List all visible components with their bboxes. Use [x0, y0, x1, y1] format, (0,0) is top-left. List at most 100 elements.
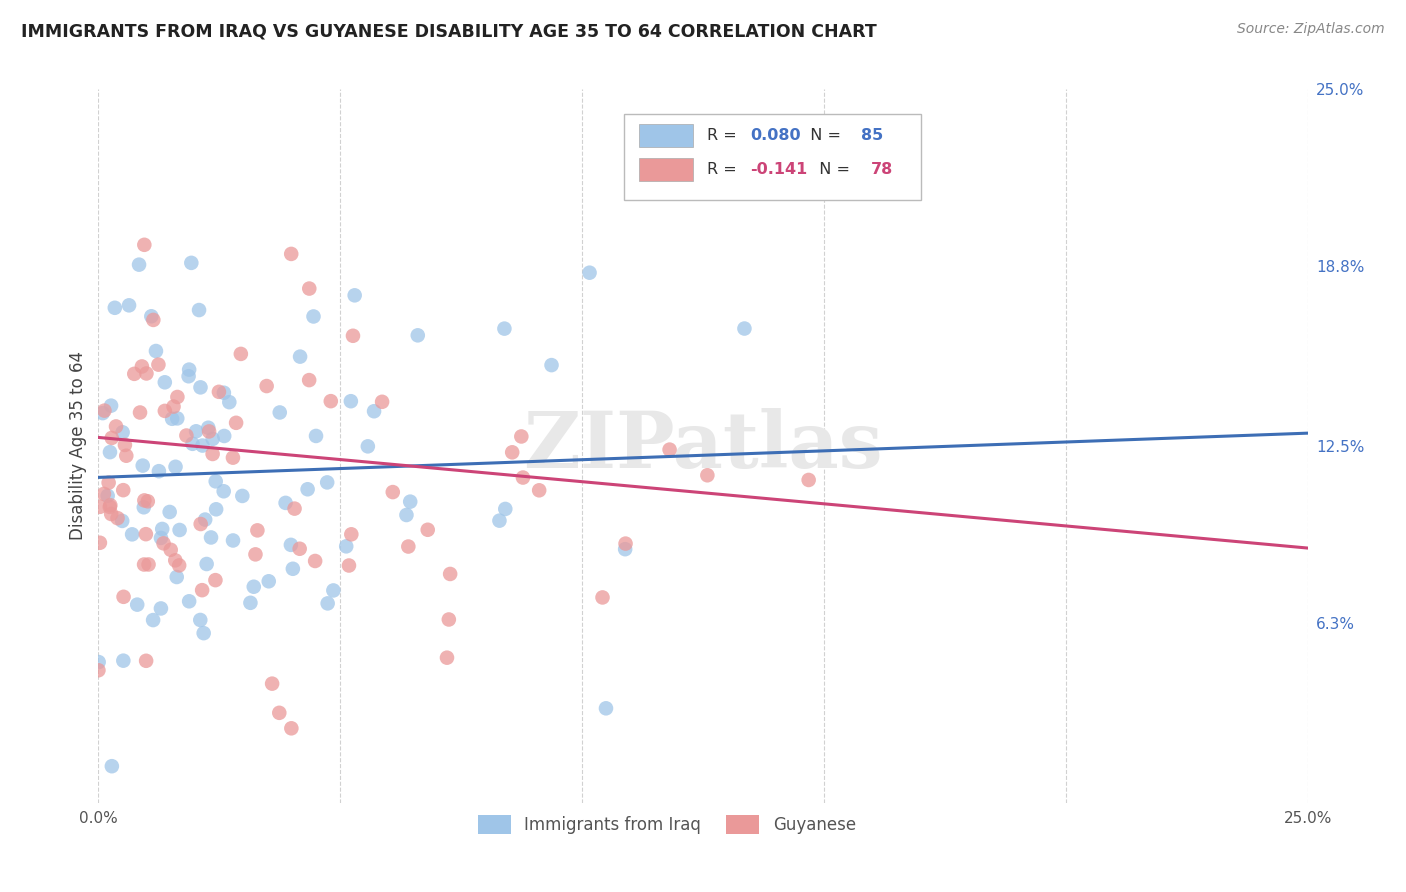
Point: [194, 512, 217, 526]
Point: [335, 539, 357, 553]
Point: [135, 367, 157, 381]
Point: [371, 394, 394, 409]
Point: [510, 429, 533, 443]
Point: [322, 583, 344, 598]
Point: [201, 432, 224, 446]
Text: N =: N =: [810, 161, 855, 177]
Point: [141, 310, 163, 324]
Point: [142, 613, 165, 627]
Point: [797, 473, 820, 487]
Point: [153, 376, 176, 390]
Point: [148, 464, 170, 478]
Point: [527, 483, 550, 498]
Point: [262, 676, 284, 690]
Point: [229, 347, 252, 361]
Point: [160, 411, 183, 425]
Point: [127, 598, 149, 612]
Point: [188, 613, 211, 627]
Point: [136, 494, 159, 508]
Point: [132, 458, 155, 473]
Point: [494, 321, 516, 335]
Point: [111, 425, 134, 440]
Point: [148, 358, 170, 372]
Point: [166, 411, 188, 425]
Point: [239, 596, 262, 610]
Point: [200, 531, 222, 545]
Point: [212, 484, 235, 499]
Point: [152, 536, 174, 550]
Legend: Immigrants from Iraq, Guyanese: Immigrants from Iraq, Guyanese: [471, 808, 862, 841]
Point: [100, 431, 122, 445]
Point: [280, 247, 302, 261]
Point: [89, 500, 111, 514]
Point: [494, 502, 516, 516]
Point: [131, 359, 153, 374]
Point: [162, 400, 184, 414]
Point: [111, 514, 134, 528]
Point: [439, 566, 461, 581]
Point: [195, 557, 218, 571]
Point: [101, 759, 124, 773]
Text: Source: ZipAtlas.com: Source: ZipAtlas.com: [1237, 22, 1385, 37]
Point: [212, 429, 235, 443]
Point: [115, 449, 138, 463]
Point: [166, 390, 188, 404]
Point: [436, 650, 458, 665]
Point: [416, 523, 439, 537]
Y-axis label: Disability Age 35 to 64: Disability Age 35 to 64: [69, 351, 87, 541]
Point: [191, 583, 214, 598]
Point: [304, 554, 326, 568]
Text: 0.080: 0.080: [751, 128, 801, 143]
Point: [269, 405, 291, 419]
Point: [245, 547, 267, 561]
FancyBboxPatch shape: [624, 114, 921, 200]
Point: [281, 562, 304, 576]
Text: ZIPatlas: ZIPatlas: [523, 408, 883, 484]
Point: [231, 489, 253, 503]
Point: [655, 145, 678, 159]
Point: [406, 328, 429, 343]
Point: [302, 310, 325, 324]
Point: [93, 487, 115, 501]
Text: 78: 78: [872, 161, 893, 177]
Point: [153, 404, 176, 418]
Point: [197, 421, 219, 435]
Point: [177, 369, 200, 384]
Point: [288, 541, 311, 556]
Point: [89, 535, 111, 549]
Point: [395, 508, 418, 522]
Point: [540, 358, 562, 372]
Point: [190, 380, 212, 394]
Point: [298, 282, 321, 296]
Point: [242, 580, 264, 594]
Point: [97, 475, 120, 490]
Point: [134, 237, 156, 252]
Point: [198, 425, 221, 439]
Point: [614, 536, 637, 550]
Point: [319, 394, 342, 409]
Point: [316, 596, 339, 610]
Point: [138, 558, 160, 572]
Text: IMMIGRANTS FROM IRAQ VS GUYANESE DISABILITY AGE 35 TO 64 CORRELATION CHART: IMMIGRANTS FROM IRAQ VS GUYANESE DISABIL…: [21, 22, 877, 40]
Point: [165, 459, 187, 474]
Point: [176, 428, 198, 442]
Point: [135, 654, 157, 668]
Point: [98, 500, 121, 514]
Point: [190, 516, 212, 531]
Point: [114, 438, 136, 452]
Point: [179, 362, 201, 376]
Point: [100, 507, 122, 521]
Point: [87, 663, 110, 677]
Point: [105, 419, 128, 434]
Point: [191, 439, 214, 453]
Point: [142, 313, 165, 327]
Point: [340, 527, 363, 541]
Point: [87, 655, 110, 669]
Point: [112, 483, 135, 498]
Point: [179, 594, 201, 608]
Point: [165, 553, 187, 567]
Point: [124, 367, 146, 381]
Point: [204, 475, 226, 489]
Point: [132, 558, 155, 572]
Point: [592, 591, 614, 605]
